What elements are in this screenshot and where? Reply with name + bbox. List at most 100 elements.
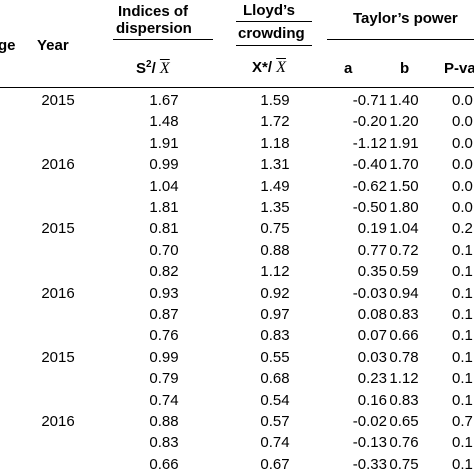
cell-lloyd: 1.72 [260,113,290,131]
dispersion-slash: / [151,60,156,77]
cell-lloyd: 0.97 [260,306,290,323]
cell-pval: 0.1 [452,284,473,302]
dispersion-header-line1: Indices of [118,3,189,20]
cell-pval: 0.1 [452,306,473,323]
cell-b: 1.20 [389,113,419,131]
cell-dispersion: 0.88 [149,413,179,430]
cell-pval: 0.0 [452,199,473,216]
cell-a: -0.13 [352,434,387,452]
cell-a: -0.33 [352,455,387,473]
cell-pval: 0.0 [452,177,473,195]
cell-dispersion: 0.82 [149,263,179,281]
cell-pval: 0.0 [452,134,473,152]
cell-a: -0.20 [352,113,387,131]
cell-a: -1.12 [352,134,387,152]
cell-b: 0.65 [389,413,419,430]
dispersion-header-line2: dispersion [116,20,192,37]
lloyd-x-star: X* [252,59,268,76]
taylor-header: Taylor’s power [353,10,458,27]
cell-a: -0.62 [352,177,387,195]
cell-lloyd: 0.54 [260,391,290,409]
lloyd-rule-lower [236,45,312,46]
cell-lloyd: 0.83 [260,327,290,345]
cell-pval: 0.0 [452,113,473,131]
cell-year: 2016 [41,284,75,302]
cell-pval: 0.7 [452,413,473,430]
cell-dispersion: 0.79 [149,370,179,388]
dispersion-rule [113,39,213,40]
cell-dispersion: 0.87 [149,306,179,323]
cell-b: 0.59 [389,263,419,281]
cell-pval: 0.1 [452,391,473,409]
cell-dispersion: 0.99 [149,156,179,174]
cell-a: -0.02 [352,413,387,430]
cell-b: 1.80 [389,199,419,216]
cell-b: 1.04 [389,220,419,238]
cell-pval: 0.1 [452,455,473,473]
cell-lloyd: 0.75 [260,220,290,238]
col-stage-header: ge [0,37,16,54]
cell-pval: 0.2 [452,220,473,238]
cell-pval: 0.1 [452,370,473,388]
cell-a: -0.03 [352,284,387,302]
cell-dispersion: 0.74 [149,391,179,409]
cell-dispersion: 1.67 [149,92,179,109]
dispersion-xbar: X [159,60,170,77]
cell-lloyd: 1.49 [260,177,290,195]
cell-pval: 0.0 [452,156,473,174]
cell-lloyd: 0.55 [260,348,290,366]
cell-year: 2015 [41,92,75,109]
taylor-rule [327,39,474,40]
cell-b: 1.70 [389,156,419,174]
cell-dispersion: 0.70 [149,241,179,259]
dispersion-exp: 2 [146,59,152,70]
col-year-header: Year [37,37,69,54]
cell-a: 0.19 [357,220,387,238]
dispersion-s: S [136,60,147,77]
cell-lloyd: 0.74 [260,434,290,452]
cell-lloyd: 0.57 [260,413,290,430]
lloyd-xbar: X [276,59,286,76]
cell-pval: 0.0 [452,92,473,109]
lloyd-header-line1: Lloyd’s [243,2,295,19]
col-b-header: b [400,60,410,77]
lloyd-header-line2: crowding [238,25,305,42]
lloyd-index-symbol: X*/ X [252,59,286,77]
cell-b: 0.83 [389,306,419,323]
cell-b: 0.94 [389,284,419,302]
cell-b: 1.40 [389,92,419,109]
cell-dispersion: 0.76 [149,327,179,345]
cell-dispersion: 1.48 [149,113,179,131]
cell-dispersion: 0.66 [149,455,179,473]
cell-b: 0.72 [389,241,419,259]
cell-pval: 0.1 [452,348,473,366]
cell-b: 1.50 [389,177,419,195]
cell-year: 2015 [41,220,75,238]
cell-b: 0.76 [389,434,419,452]
cell-pval: 0.1 [452,327,473,345]
cell-lloyd: 1.18 [260,134,290,152]
cell-a: -0.71 [352,92,387,109]
cell-lloyd: 0.67 [260,455,290,473]
cell-dispersion: 1.81 [149,199,179,216]
cell-b: 0.66 [389,327,419,345]
cell-lloyd: 0.92 [260,284,290,302]
cell-lloyd: 1.35 [260,199,290,216]
cell-lloyd: 0.68 [260,370,290,388]
cell-dispersion: 0.93 [149,284,179,302]
dispersion-index-symbol: S2/ X [136,59,170,78]
cell-a: 0.35 [357,263,387,281]
cell-b: 0.78 [389,348,419,366]
lloyd-slash: / [267,59,273,76]
cell-dispersion: 0.81 [149,220,179,238]
cell-dispersion: 0.83 [149,434,179,452]
lloyd-rule [236,21,312,22]
cell-dispersion: 1.91 [149,134,179,152]
cell-a: 0.23 [357,370,387,388]
cell-lloyd: 0.88 [260,241,290,259]
cell-a: -0.40 [352,156,387,174]
cell-pval: 0.1 [452,434,473,452]
cell-dispersion: 0.99 [149,348,179,366]
cell-year: 2016 [41,413,75,430]
col-pval-header: P-va [444,60,474,77]
